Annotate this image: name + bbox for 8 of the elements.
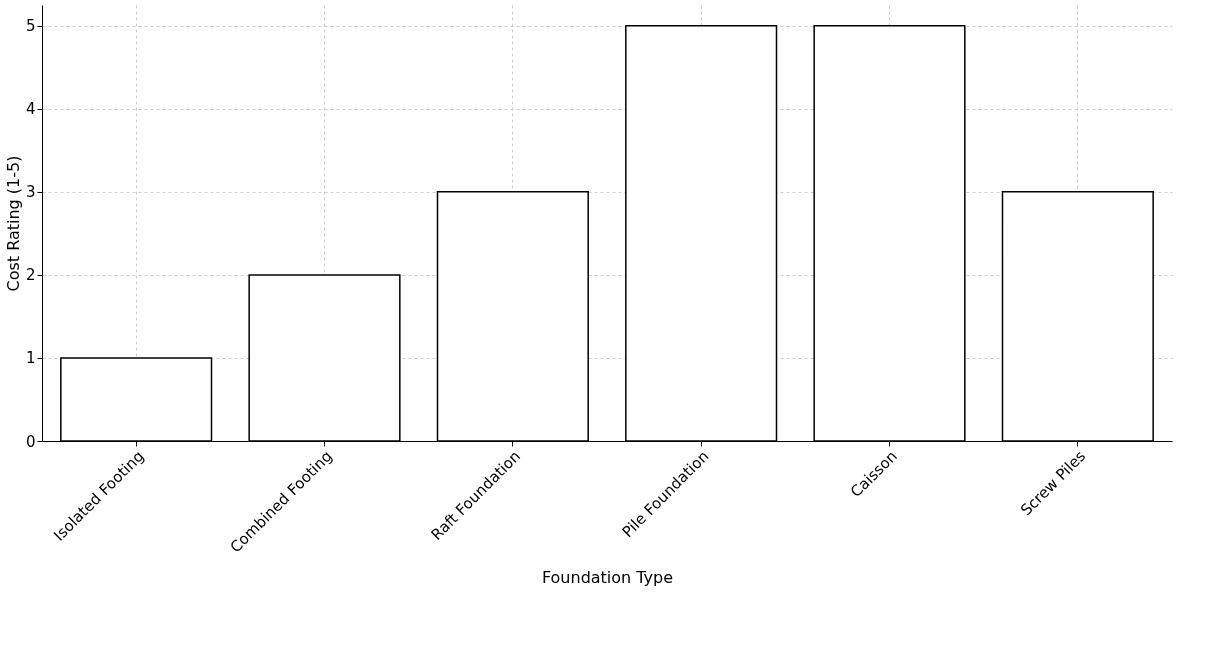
y-axis-title: Cost Rating (1-5) [3,155,23,292]
y-tick-label: 0 [25,432,36,451]
y-tick-label: 2 [25,266,36,285]
y-tick-label: 4 [25,100,36,119]
x-axis-title: Foundation Type [541,567,674,587]
y-tick-label: 5 [25,17,36,36]
y-tick-label: 3 [25,183,36,202]
y-tick-label: 1 [25,349,36,368]
